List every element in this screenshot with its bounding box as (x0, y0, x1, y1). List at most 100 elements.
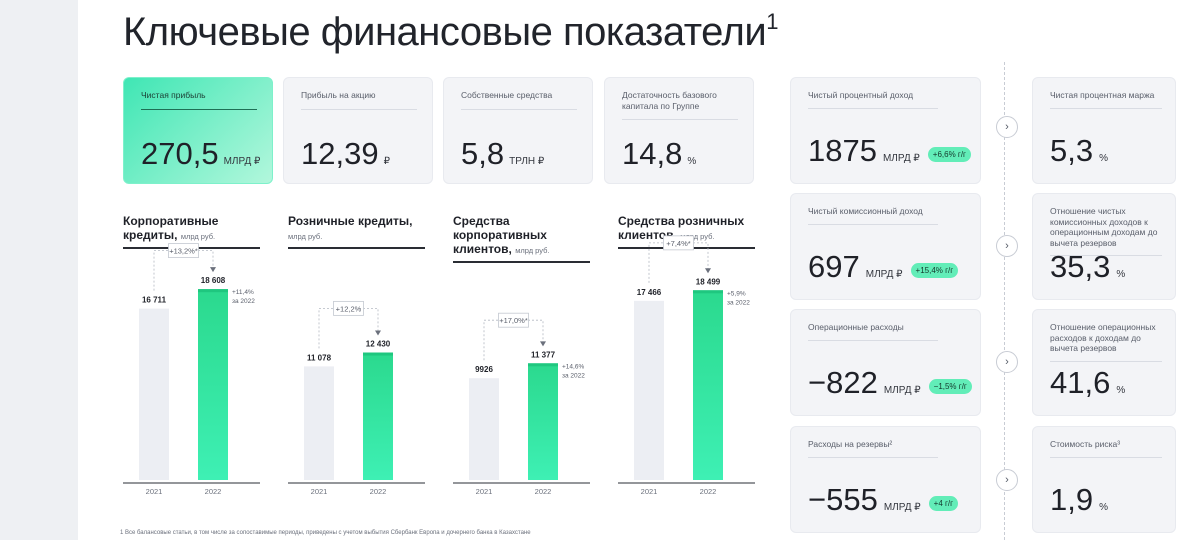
bar-value-label: 11 078 (307, 353, 332, 362)
chart-corporate-deposits: Средства корпоративных клиентов, млрд ру… (453, 214, 590, 499)
bar-2022 (198, 289, 228, 480)
title-footnote-mark: 1 (766, 8, 778, 34)
metric-number: 5,8 (461, 136, 505, 171)
chart-plot: 9926 2021 11 377 2022 +17,0%* +14,6% за 2022 (453, 312, 590, 496)
metric-unit: ТРЛН ₽ (509, 156, 545, 167)
change-badge: +4 г/г (928, 496, 959, 511)
chart-retail-deposits: Средства розничных клиентов, млрд руб. 1… (618, 214, 755, 499)
chevron-right-icon[interactable]: › (996, 351, 1018, 373)
income-value: −555 МЛРД ₽ +4 г/г (808, 482, 959, 518)
metric-label: Прибыль на акцию (301, 90, 417, 110)
chart-title-text: Средства корпоративных клиентов, (453, 214, 547, 256)
growth-box (498, 312, 529, 328)
ratio-value: 41,6% (1050, 365, 1125, 401)
chart-title-text: Корпоративные кредиты, (123, 214, 219, 242)
category-label: 2022 (370, 487, 387, 496)
growth-arrowhead (375, 330, 381, 336)
annotation-label: +11,4% (232, 289, 254, 296)
bar-2022 (528, 363, 558, 480)
bar-value-label: 11 377 (531, 350, 556, 359)
chart-unit-label: млрд руб. (180, 232, 216, 241)
income-card-net-fee: Чистый комиссионный доход 697 МЛРД ₽ +15,4… (790, 193, 981, 300)
bar-value-label: 16 711 (142, 296, 167, 305)
bar-2021 (634, 300, 664, 480)
income-label: Чистый комиссионный доход (808, 206, 938, 225)
metric-label: Достаточность базового капитала по Групп… (622, 90, 738, 120)
income-number: −822 (808, 365, 878, 400)
chart-retail-loans: Розничные кредиты, млрд руб. 11 078 2021 1… (288, 214, 425, 499)
income-value: 697 МЛРД ₽ +15,4% г/г (808, 249, 959, 285)
bar-top-cap (693, 290, 723, 294)
report-page: Ключевые финансовые показатели1 Чистая п… (78, 0, 1200, 540)
bar-value-label: 12 430 (366, 340, 391, 349)
ratio-card-cost-of-risk: Стоимость риска³ 1,9% (1032, 426, 1176, 533)
growth-label: +17,0%* (499, 316, 528, 325)
metric-card-net-profit: Чистая прибыль 270,5 МЛРД ₽ (123, 77, 273, 184)
chevron-right-icon[interactable]: › (996, 469, 1018, 491)
annotation-label: +14,6% (562, 363, 584, 370)
page-title: Ключевые финансовые показатели1 (123, 8, 778, 55)
ratio-number: 41,6 (1050, 365, 1111, 400)
chevron-right-icon[interactable]: › (996, 116, 1018, 138)
chart-title: Розничные кредиты, млрд руб. (288, 214, 425, 249)
growth-label: +7,4%* (666, 239, 690, 248)
bar-top-cap (528, 363, 558, 367)
bar-top-cap (198, 289, 228, 293)
income-unit: МЛРД ₽ (882, 153, 920, 164)
ratio-number: 35,3 (1050, 249, 1111, 284)
bar-value-label: 18 499 (696, 277, 721, 286)
bar-value-label: 17 466 (637, 288, 662, 297)
ratio-value: 5,3% (1050, 133, 1108, 169)
ratio-label: Отношение чистых комиссионных доходов к … (1050, 206, 1162, 256)
income-card-net-interest: Чистый процентный доход 1875 МЛРД ₽ +6,6% … (790, 77, 981, 184)
bar-2022 (693, 290, 723, 480)
change-badge: −1,5% г/г (928, 379, 972, 394)
metric-value: 12,39 ₽ (301, 136, 390, 172)
footnote: 1 Все балансовые статьи, в том числе за … (120, 530, 531, 536)
income-number: 697 (808, 249, 860, 284)
dashed-divider (1004, 62, 1005, 540)
metric-number: 14,8 (622, 136, 683, 171)
ratio-card-cost-income: Отношение операционных расходов к дохода… (1032, 309, 1176, 416)
category-label: 2022 (205, 487, 222, 496)
annotation-label: за 2022 (727, 299, 750, 306)
annotation-label: +5,9% (727, 290, 746, 297)
ratio-value: 1,9% (1050, 482, 1108, 518)
income-unit: МЛРД ₽ (883, 385, 921, 396)
metric-unit: % (687, 156, 697, 167)
page-title-text: Ключевые финансовые показатели (123, 10, 767, 54)
chart-plot: 17 466 2021 18 499 2022 +7,4%* +5,9% за 2022 (618, 235, 755, 496)
category-label: 2021 (476, 487, 493, 496)
bar-2021 (304, 366, 334, 480)
growth-box (663, 235, 694, 251)
metric-number: 270,5 (141, 136, 219, 171)
income-label: Операционные расходы (808, 322, 938, 341)
income-value: 1875 МЛРД ₽ +6,6% г/г (808, 133, 971, 169)
bar-top-cap (363, 352, 393, 356)
category-label: 2021 (146, 487, 163, 496)
income-label: Чистый процентный доход (808, 90, 938, 109)
income-card-operating-expenses: Операционные расходы −822 МЛРД ₽ −1,5% г/г (790, 309, 981, 416)
metric-value: 5,8 ТРЛН ₽ (461, 136, 544, 172)
category-label: 2022 (700, 487, 717, 496)
bar-value-label: 18 608 (201, 276, 226, 285)
chart-unit-label: млрд руб. (515, 246, 550, 255)
metric-card-eps: Прибыль на акцию 12,39 ₽ (283, 77, 433, 184)
metric-label: Чистая прибыль (141, 90, 257, 110)
chart-unit-label: млрд руб. (680, 232, 715, 241)
metric-number: 12,39 (301, 136, 379, 171)
growth-box (333, 300, 364, 316)
metric-value: 14,8% (622, 136, 696, 172)
income-number: 1875 (808, 133, 877, 168)
bar-value-label: 9926 (475, 365, 493, 374)
ratio-unit: % (1116, 385, 1126, 396)
ratio-unit: % (1099, 153, 1109, 164)
category-label: 2022 (535, 487, 552, 496)
annotation-label: за 2022 (562, 372, 585, 379)
income-value: −822 МЛРД ₽ −1,5% г/г (808, 365, 972, 401)
metric-unit: ₽ (383, 156, 390, 167)
chart-unit-label: млрд руб. (288, 232, 323, 241)
chevron-right-icon[interactable]: › (996, 235, 1018, 257)
ratio-value: 35,3% (1050, 249, 1125, 285)
chart-title-text: Розничные кредиты, (288, 214, 413, 228)
